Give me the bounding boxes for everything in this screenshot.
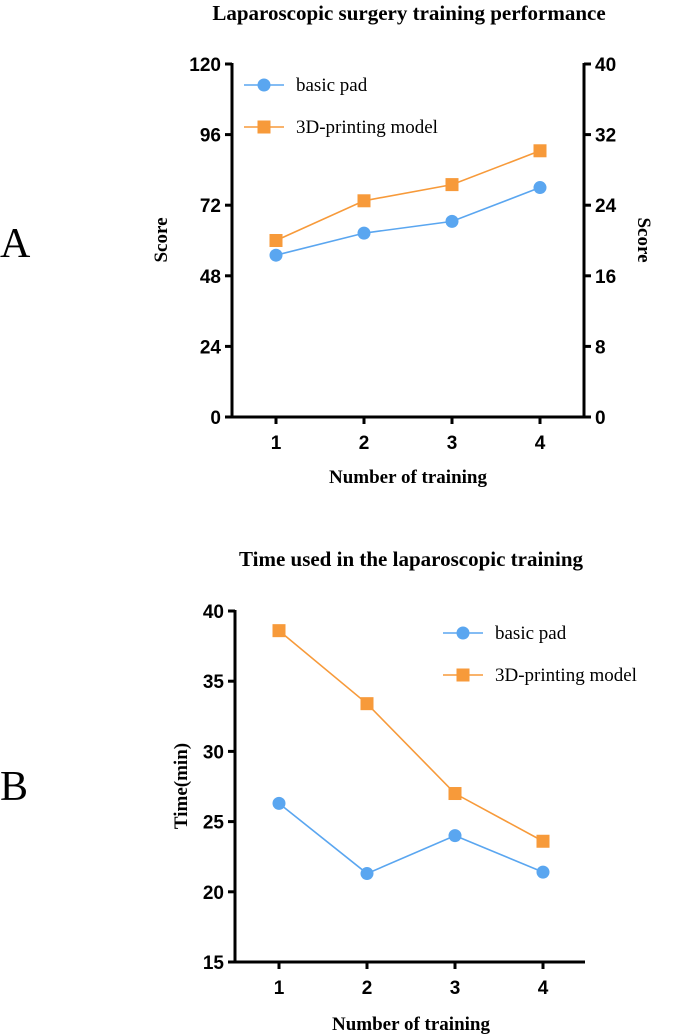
data-point-3d-printing-model-a bbox=[357, 194, 371, 208]
y-tick-label-b: 15 bbox=[203, 953, 225, 974]
legend-marker-basic-pad-a bbox=[257, 78, 271, 92]
y-tick-label-right-a: 32 bbox=[595, 126, 616, 147]
y-axis-title-left-a: Score bbox=[151, 217, 172, 262]
legend-label-basic-pad-a: basic pad bbox=[296, 75, 368, 96]
y-tick-label-a: 120 bbox=[189, 55, 221, 76]
y-axis-title-right-a: Score bbox=[633, 217, 654, 262]
chart-title-a: Laparoscopic surgery training performanc… bbox=[212, 1, 605, 25]
x-axis-title-b: Number of training bbox=[332, 1014, 490, 1035]
chart-panel-a: A Laparoscopic surgery training performa… bbox=[0, 1, 654, 488]
series-line-basic-pad-b bbox=[278, 802, 544, 875]
x-axis-title-a: Number of training bbox=[329, 467, 487, 488]
y-tick-label-right-a: 8 bbox=[595, 337, 606, 358]
series-line-basic-pad-a bbox=[275, 186, 541, 256]
panel-label-b: B bbox=[0, 764, 28, 810]
y-axis-title-b: Time(min) bbox=[171, 743, 192, 829]
y-tick-label-a: 72 bbox=[200, 196, 221, 217]
data-point-3d-printing-model-b bbox=[360, 697, 374, 711]
axes-a: 0 24 48 72 96 120 0 8 16 24 32 40 1 2 3 4 bbox=[189, 55, 616, 454]
y-tick-label-a: 24 bbox=[200, 337, 222, 358]
x-tick-label-b: 3 bbox=[450, 978, 461, 999]
legend-marker-3d-printing-model-a bbox=[257, 120, 271, 134]
data-point-basic-pad-b bbox=[272, 796, 286, 810]
y-tick-label-right-a: 40 bbox=[595, 55, 616, 76]
y-tick-label-right-a: 24 bbox=[595, 196, 617, 217]
series-layer-a bbox=[269, 144, 547, 262]
series-line-3d-printing-model-b bbox=[278, 630, 544, 842]
data-point-basic-pad-a bbox=[357, 226, 371, 240]
y-tick-label-right-a: 16 bbox=[595, 267, 616, 288]
y-tick-label-a: 96 bbox=[200, 126, 221, 147]
legend-b: basic pad 3D-printing model bbox=[443, 623, 637, 686]
chart-panel-b: B Time used in the laparoscopic training… bbox=[0, 547, 637, 1035]
y-tick-label-a: 48 bbox=[200, 267, 221, 288]
x-tick-label-a: 3 bbox=[447, 433, 458, 454]
data-point-basic-pad-a bbox=[445, 214, 459, 228]
x-tick-label-a: 2 bbox=[359, 433, 370, 454]
x-tick-label-b: 1 bbox=[274, 978, 285, 999]
legend-label-basic-pad-b: basic pad bbox=[495, 623, 567, 644]
legend-marker-basic-pad-b bbox=[456, 626, 470, 640]
data-point-3d-printing-model-b bbox=[536, 834, 550, 848]
legend-marker-3d-printing-model-b bbox=[456, 668, 470, 682]
y-tick-label-b: 20 bbox=[203, 883, 224, 904]
data-point-3d-printing-model-a bbox=[445, 178, 459, 192]
data-point-basic-pad-a bbox=[269, 248, 283, 262]
y-tick-label-a: 0 bbox=[210, 408, 221, 429]
data-point-basic-pad-b bbox=[448, 829, 462, 843]
data-point-3d-printing-model-b bbox=[272, 624, 286, 638]
x-tick-label-b: 4 bbox=[538, 978, 549, 999]
data-point-basic-pad-b bbox=[360, 867, 374, 881]
series-layer-b bbox=[272, 624, 550, 881]
legend-a: basic pad 3D-printing model bbox=[244, 75, 438, 138]
y-tick-label-b: 40 bbox=[203, 602, 224, 623]
data-point-3d-printing-model-a bbox=[533, 144, 547, 158]
panel-label-a: A bbox=[0, 221, 31, 267]
y-tick-label-b: 25 bbox=[203, 813, 225, 834]
axes-b: 15 20 25 30 35 40 1 2 3 4 bbox=[203, 602, 585, 999]
data-point-3d-printing-model-b bbox=[448, 787, 462, 801]
y-tick-label-b: 30 bbox=[203, 742, 224, 763]
chart-title-b: Time used in the laparoscopic training bbox=[239, 547, 584, 571]
series-line-3d-printing-model-a bbox=[275, 150, 541, 242]
x-tick-label-a: 1 bbox=[271, 433, 282, 454]
legend-label-3d-printing-model-b: 3D-printing model bbox=[495, 665, 637, 686]
data-point-3d-printing-model-a bbox=[269, 234, 283, 247]
x-tick-label-b: 2 bbox=[362, 978, 373, 999]
data-point-basic-pad-b bbox=[536, 865, 550, 879]
legend-label-3d-printing-model-a: 3D-printing model bbox=[296, 117, 438, 138]
x-tick-label-a: 4 bbox=[535, 433, 546, 454]
y-tick-label-b: 35 bbox=[203, 672, 225, 693]
y-tick-label-right-a: 0 bbox=[595, 408, 606, 429]
data-point-basic-pad-a bbox=[533, 181, 547, 195]
